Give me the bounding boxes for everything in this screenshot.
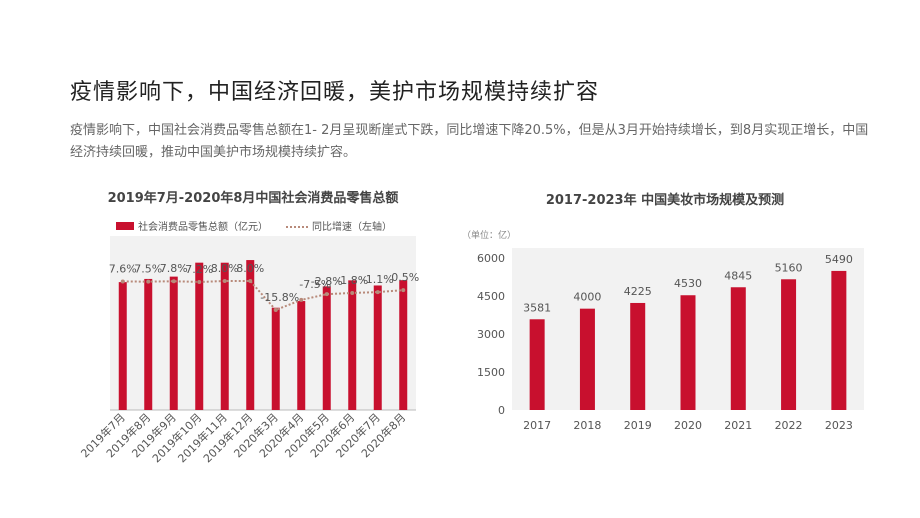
- growth-data-label: 7.6%: [109, 262, 137, 275]
- right-y-tick-label: 3000: [477, 328, 505, 341]
- right-x-tick-label: 2018: [573, 419, 601, 432]
- retail-bar: [373, 285, 382, 410]
- growth-data-label: 7.8%: [160, 262, 188, 275]
- market-data-label: 4000: [573, 291, 601, 304]
- growth-point: [248, 279, 253, 283]
- retail-sales-chart: 2019年7月-2020年8月中国社会消费品零售总额 社会消费品零售总额（亿元）…: [78, 190, 420, 465]
- market-bar: [630, 302, 646, 410]
- growth-point: [324, 292, 329, 297]
- growth-data-label: 7.2%: [185, 263, 213, 276]
- growth-point: [401, 288, 406, 293]
- market-bar: [529, 319, 545, 410]
- right-chart-title: 2017-2023年 中国美妆市场规模及预测: [546, 192, 784, 208]
- retail-bar: [348, 280, 357, 410]
- growth-data-label: -15.8%: [260, 291, 299, 304]
- growth-data-label: 7.5%: [134, 263, 162, 276]
- legend-line-label: 同比增速（左轴）: [312, 220, 392, 233]
- right-x-tick-label: 2020: [674, 419, 702, 432]
- slide-description: 疫情影响下，中国社会消费品零售总额在1- 2月呈现断崖式下跌，同比增速下降20.…: [70, 123, 869, 160]
- market-bar: [831, 270, 847, 410]
- market-data-label: 4845: [724, 269, 752, 282]
- market-data-label: 3581: [523, 301, 551, 314]
- market-data-label: 4530: [674, 277, 702, 290]
- growth-point: [299, 297, 304, 302]
- right-x-tick-label: 2019: [624, 419, 652, 432]
- retail-bar: [144, 278, 153, 410]
- right-x-tick-label: 2022: [775, 419, 803, 432]
- growth-data-label: -2.8%: [311, 275, 343, 288]
- growth-data-label: 0.5%: [391, 271, 419, 284]
- market-bar: [579, 308, 595, 410]
- growth-point: [273, 308, 278, 312]
- retail-bar: [399, 280, 408, 410]
- growth-data-label: -1.1%: [362, 273, 394, 286]
- growth-data-label: -1.8%: [336, 274, 368, 287]
- right-y-tick-label: 6000: [477, 252, 505, 265]
- growth-data-label: -7.5%: [299, 278, 331, 291]
- slide-title: 疫情影响下，中国经济回暖，美护市场规模持续扩容: [70, 80, 600, 105]
- growth-point: [120, 279, 125, 284]
- retail-bar: [297, 301, 306, 410]
- retail-bar: [118, 282, 127, 410]
- growth-point: [375, 290, 380, 295]
- left-chart-title: 2019年7月-2020年8月中国社会消费品零售总额: [108, 190, 399, 206]
- left-plot-background: [110, 236, 416, 410]
- market-data-label: 5160: [775, 261, 803, 274]
- right-unit-label: （单位：亿）: [462, 229, 516, 241]
- market-bar: [680, 295, 696, 410]
- retail-bar: [195, 262, 204, 410]
- market-data-label: 4225: [624, 285, 652, 298]
- legend-bar-label: 社会消费品零售总额（亿元）: [138, 220, 268, 233]
- growth-line: [122, 280, 404, 312]
- right-x-tick-label: 2021: [724, 419, 752, 432]
- retail-bar: [169, 276, 178, 410]
- retail-bar: [271, 307, 280, 410]
- market-bar: [730, 287, 746, 410]
- market-data-label: 5490: [825, 253, 853, 266]
- growth-point: [197, 279, 202, 284]
- retail-bar: [322, 286, 331, 410]
- right-y-tick-label: 1500: [477, 366, 505, 379]
- legend-bar-swatch: [116, 222, 134, 230]
- growth-data-label: 8.0%: [211, 262, 239, 275]
- right-y-tick-label: 4500: [477, 290, 505, 303]
- retail-bar: [246, 260, 255, 410]
- market-bar: [781, 279, 797, 410]
- right-x-tick-label: 2023: [825, 419, 853, 432]
- right-y-tick-label: 0: [498, 404, 505, 417]
- right-x-tick-label: 2017: [523, 419, 551, 432]
- growth-point: [146, 279, 151, 284]
- beauty-market-chart: 2017-2023年 中国美妆市场规模及预测 （单位：亿） 0 1500 3000 4…: [462, 192, 864, 432]
- growth-point: [222, 279, 227, 283]
- growth-point: [350, 290, 355, 295]
- retail-bar: [220, 262, 229, 410]
- growth-point: [171, 279, 176, 284]
- growth-data-label: 8.0%: [236, 262, 264, 275]
